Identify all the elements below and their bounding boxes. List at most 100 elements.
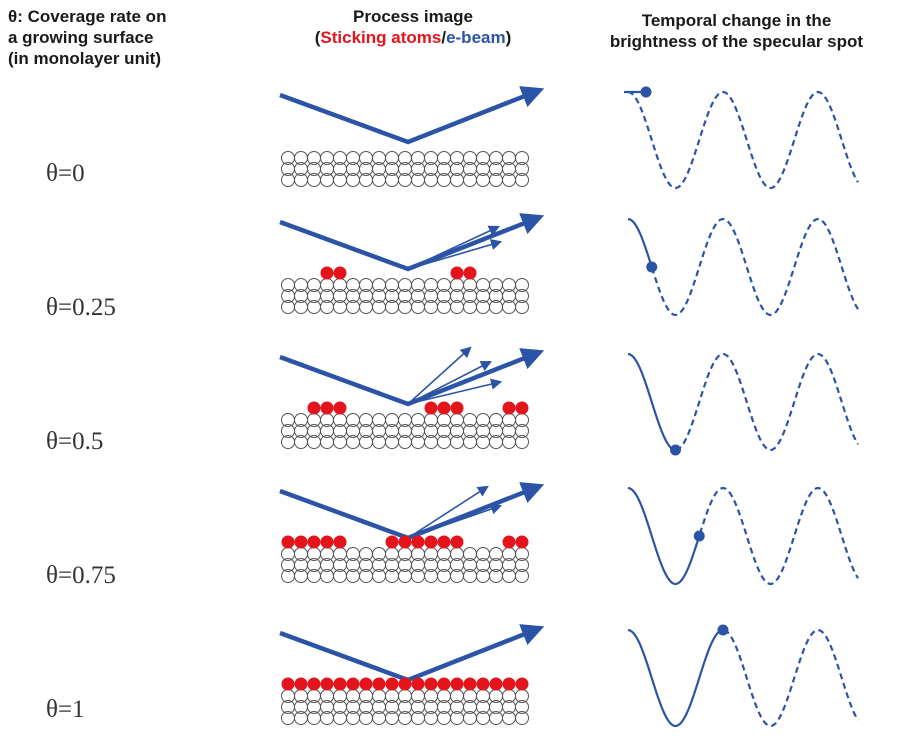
brightness-curve-row-2 — [627, 217, 859, 317]
e-beam-arrow — [279, 624, 545, 683]
brightness-curve-measured — [627, 352, 677, 452]
scattered-beam-arrow — [407, 485, 489, 539]
sticking-atom — [320, 401, 334, 415]
legend-sticking-atoms: Sticking atoms — [320, 28, 442, 47]
substrate-atom — [515, 711, 529, 725]
sticking-atom — [281, 677, 295, 691]
sticking-atom — [398, 535, 412, 549]
brightness-marker — [717, 624, 729, 636]
sticking-atom — [333, 266, 347, 280]
sticking-atom — [359, 677, 373, 691]
coverage-label-row-3: θ=0.5 — [46, 428, 104, 455]
sticking-atom — [450, 677, 464, 691]
sticking-atom — [320, 677, 334, 691]
temporal-header-line2: brightness of the specular spot — [609, 32, 864, 51]
brightness-oscillation-panels — [624, 86, 859, 728]
substrate-atom — [515, 289, 529, 303]
process-panel-row-5 — [279, 624, 545, 725]
legend-close-paren: ) — [505, 28, 512, 47]
coverage-label-row-4: θ=0.75 — [46, 562, 116, 589]
coverage-label-row-5: θ=1 — [46, 696, 85, 723]
sticking-atom — [463, 677, 477, 691]
sticking-atom — [333, 677, 347, 691]
scattered-beam-arrow — [407, 503, 503, 539]
sticking-atom — [437, 401, 451, 415]
sticking-atom — [502, 677, 516, 691]
process-panel-row-3 — [279, 346, 545, 449]
sticking-atom — [424, 535, 438, 549]
sticking-atom — [281, 535, 295, 549]
scattered-beam-arrow — [407, 346, 472, 405]
legend-e-beam: e-beam — [446, 28, 506, 47]
sticking-atom — [450, 266, 464, 280]
sticking-atom — [333, 401, 347, 415]
sticking-atom — [437, 677, 451, 691]
brightness-marker — [693, 530, 705, 542]
brightness-curve-future — [723, 628, 859, 728]
sticking-atom — [307, 677, 321, 691]
sticking-atom — [515, 535, 529, 549]
substrate-atom — [515, 424, 529, 438]
substrate-atom — [515, 435, 529, 449]
brightness-curve-future — [675, 352, 859, 452]
temporal-header-line1: Temporal change in the — [641, 11, 832, 30]
brightness-curve-future — [650, 217, 859, 317]
scattered-beam-arrow — [407, 239, 503, 270]
substrate-atom — [515, 151, 529, 165]
brightness-curve-measured — [627, 628, 723, 728]
sticking-atom — [476, 677, 490, 691]
sticking-atom — [398, 677, 412, 691]
sticking-atom — [411, 535, 425, 549]
coverage-label-row-2: θ=0.25 — [46, 294, 116, 321]
e-beam-arrow — [279, 348, 545, 407]
sticking-atom — [411, 677, 425, 691]
brightness-curve-measured — [627, 217, 654, 269]
e-beam-arrow — [279, 482, 545, 541]
coverage-label-row-1: θ=0 — [46, 160, 85, 187]
sticking-atom — [450, 401, 464, 415]
coverage-header-line1: θ: Coverage rate on — [8, 7, 167, 26]
brightness-curve-row-4 — [627, 486, 859, 586]
brightness-curve-future — [698, 486, 859, 586]
legend-open-paren: ( — [314, 28, 321, 47]
substrate-atom — [515, 700, 529, 714]
brightness-curve-future — [627, 90, 859, 190]
brightness-marker — [640, 86, 652, 98]
brightness-curve-row-5 — [627, 624, 859, 728]
sticking-atom — [385, 535, 399, 549]
brightness-curve-row-3 — [627, 352, 859, 456]
sticking-atom — [307, 401, 321, 415]
coverage-header-line2: a growing surface — [8, 28, 154, 47]
sticking-atom — [294, 677, 308, 691]
substrate-atom — [515, 278, 529, 292]
sticking-atom — [294, 535, 308, 549]
sticking-atom — [424, 401, 438, 415]
brightness-curve-row-1 — [624, 86, 859, 190]
sticking-atom — [515, 401, 529, 415]
brightness-marker — [670, 444, 681, 456]
sticking-atom — [320, 535, 334, 549]
process-image-panels — [279, 86, 545, 725]
sticking-atom — [502, 535, 516, 549]
process-panel-row-4 — [279, 482, 545, 583]
sticking-atom — [372, 677, 386, 691]
substrate-atom — [515, 162, 529, 176]
process-header-title: Process image — [352, 7, 473, 26]
sticking-atom — [346, 677, 360, 691]
sticking-atom — [307, 535, 321, 549]
process-header: Process image (Sticking atoms/e-beam) — [258, 6, 568, 48]
sticking-atom — [437, 535, 451, 549]
scattered-beam-arrow — [407, 378, 503, 405]
sticking-atom — [502, 401, 516, 415]
brightness-marker — [646, 261, 658, 273]
brightness-curve-measured — [627, 486, 700, 586]
sticking-atom — [489, 677, 503, 691]
substrate-atom — [515, 300, 529, 314]
e-beam-arrow — [279, 86, 545, 145]
substrate-atom — [515, 569, 529, 583]
sticking-atom — [463, 266, 477, 280]
sticking-atom — [424, 677, 438, 691]
e-beam-arrow — [279, 213, 545, 272]
process-panel-row-2 — [279, 213, 545, 314]
